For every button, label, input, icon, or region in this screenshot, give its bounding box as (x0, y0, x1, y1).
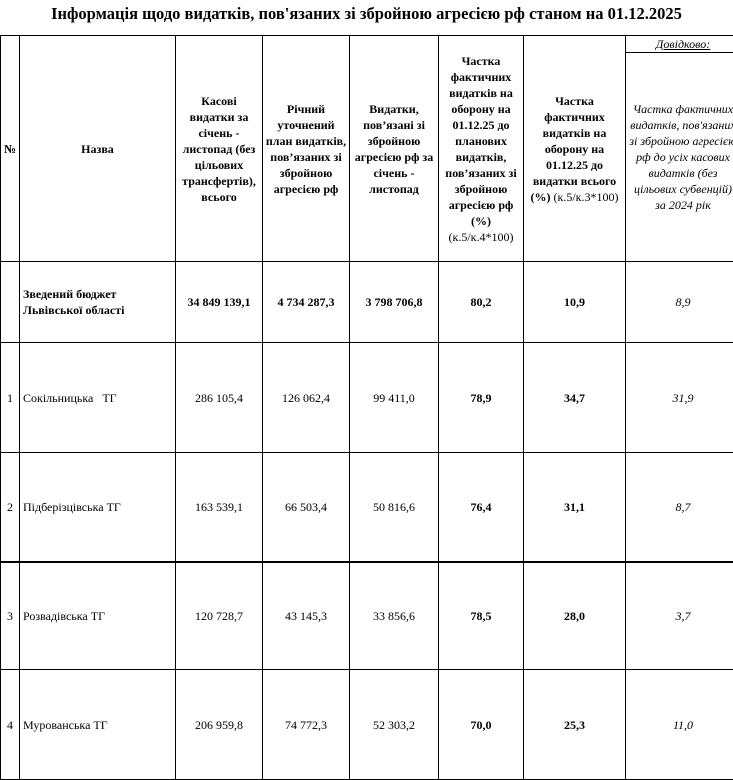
header-share-plan: Частка фактичних видатків на оборону на … (439, 36, 524, 262)
cell-c4: 66 503,4 (263, 453, 350, 562)
cell-c7: 25,3 (524, 670, 626, 780)
cell-c8: 31,9 (626, 343, 733, 453)
cell-c7: 10,9 (524, 262, 626, 343)
cell-c6: 78,5 (439, 562, 524, 670)
header-share-plan-text: Частка фактичних видатків на оборону на … (445, 54, 516, 228)
cell-no (1, 262, 20, 343)
cell-c3: 120 728,7 (176, 562, 263, 670)
header-no: № (1, 36, 20, 262)
cell-c7: 34,7 (524, 343, 626, 453)
cell-no: 1 (1, 343, 20, 453)
table-row: 3 Розвадівська ТГ 120 728,7 43 145,3 33 … (1, 562, 733, 670)
header-reference: Довідково: (626, 36, 733, 53)
header-share-2024: Частка фактичних видатків, пов'язаних зі… (626, 53, 733, 262)
header-annual-plan: Річний уточнений план видатків, пов’язан… (263, 36, 350, 262)
header-defense-expenses: Видатки, пов’язані зі збройною агресією … (350, 36, 439, 262)
header-name: Назва (20, 36, 176, 262)
cell-c6: 76,4 (439, 453, 524, 562)
cell-name: Сокільницька ТГ (20, 343, 176, 453)
cell-c6: 70,0 (439, 670, 524, 780)
cell-c5: 99 411,0 (350, 343, 439, 453)
header-cash-expenses: Касові видатки за січень - листопад (без… (176, 36, 263, 262)
table-row: 4 Мурованська ТГ 206 959,8 74 772,3 52 3… (1, 670, 733, 780)
cell-c7: 28,0 (524, 562, 626, 670)
cell-c5: 33 856,6 (350, 562, 439, 670)
cell-c4: 43 145,3 (263, 562, 350, 670)
cell-c8: 3,7 (626, 562, 733, 670)
table-row: 2 Підберізцівська ТГ 163 539,1 66 503,4 … (1, 453, 733, 562)
cell-no: 4 (1, 670, 20, 780)
table-row-summary: Зведений бюджет Львівської області 34 84… (1, 262, 733, 343)
cell-no: 3 (1, 562, 20, 670)
cell-c4: 74 772,3 (263, 670, 350, 780)
cell-c6: 80,2 (439, 262, 524, 343)
cell-c5: 52 303,2 (350, 670, 439, 780)
expenses-table: № Назва Касові видатки за січень - листо… (0, 35, 733, 780)
cell-no: 2 (1, 453, 20, 562)
cell-c5: 50 816,6 (350, 453, 439, 562)
cell-c3: 286 105,4 (176, 343, 263, 453)
cell-c8: 8,7 (626, 453, 733, 562)
formula: (к.5/к.3*100) (554, 190, 619, 204)
table-row: 1 Сокільницька ТГ 286 105,4 126 062,4 99… (1, 343, 733, 453)
cell-c8: 11,0 (626, 670, 733, 780)
cell-c5: 3 798 706,8 (350, 262, 439, 343)
cell-name: Підберізцівська ТГ (20, 453, 176, 562)
cell-name: Розвадівська ТГ (20, 562, 176, 670)
cell-c8: 8,9 (626, 262, 733, 343)
cell-c3: 163 539,1 (176, 453, 263, 562)
cell-c4: 126 062,4 (263, 343, 350, 453)
cell-c3: 206 959,8 (176, 670, 263, 780)
page-title: Інформація щодо видатків, пов'язаних зі … (0, 0, 733, 35)
formula: (к.5/к.4*100) (449, 230, 514, 244)
cell-c3: 34 849 139,1 (176, 262, 263, 343)
cell-name: Мурованська ТГ (20, 670, 176, 780)
header-share-total-text: Частка фактичних видатків на оборону на … (531, 94, 617, 204)
cell-c7: 31,1 (524, 453, 626, 562)
cell-name: Зведений бюджет Львівської області (20, 262, 176, 343)
header-share-total: Частка фактичних видатків на оборону на … (524, 36, 626, 262)
cell-c6: 78,9 (439, 343, 524, 453)
cell-c4: 4 734 287,3 (263, 262, 350, 343)
